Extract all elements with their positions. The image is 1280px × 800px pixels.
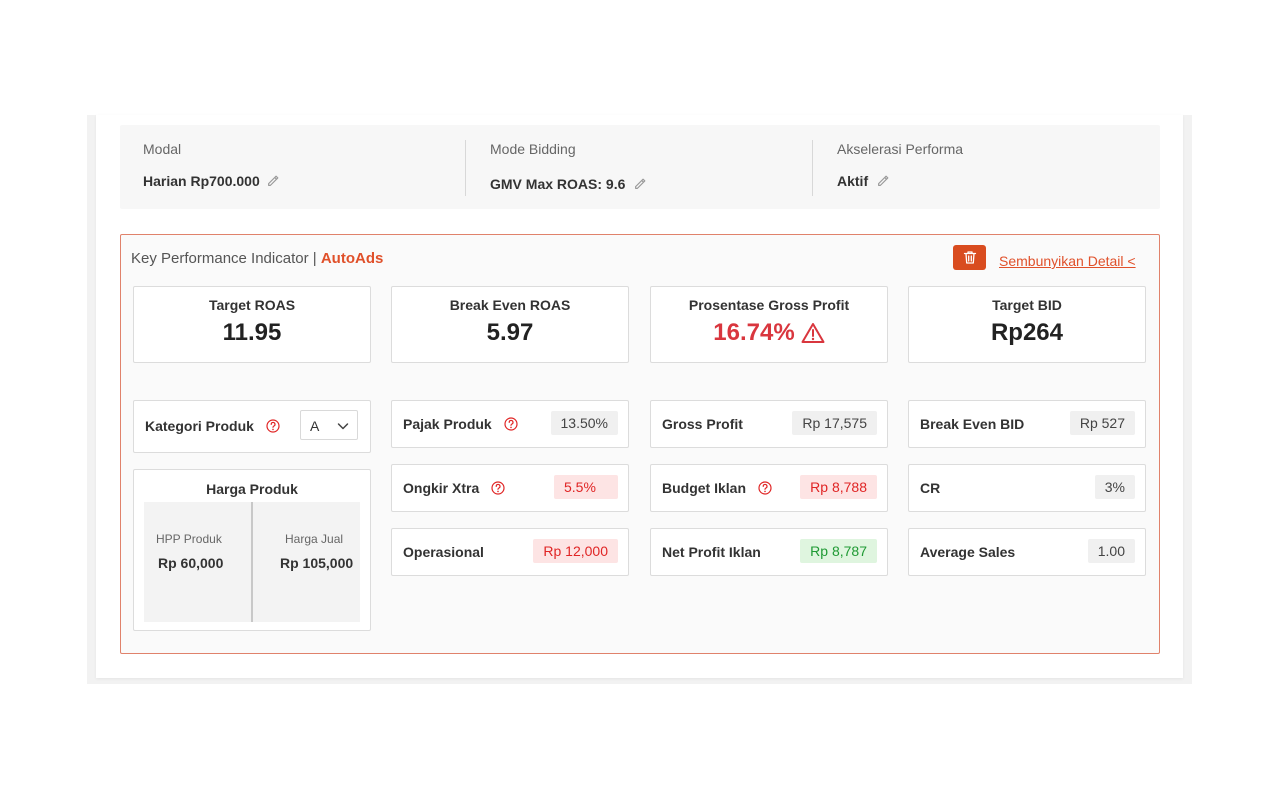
summary-modal: Modal Harian Rp700.000 bbox=[120, 125, 466, 209]
warning-icon bbox=[801, 323, 825, 343]
harga-produk-card: Harga Produk HPP Produk Rp 60,000 Harga … bbox=[133, 469, 371, 631]
bidding-value: GMV Max ROAS: 9.6 bbox=[490, 176, 647, 192]
target-bid-value: Rp264 bbox=[990, 319, 1064, 346]
pajak-produk-label: Pajak Produk bbox=[403, 416, 492, 432]
cr-label: CR bbox=[920, 480, 941, 496]
average-sales-label: Average Sales bbox=[920, 544, 1016, 560]
kategori-produk-label: Kategori Produk bbox=[145, 418, 254, 434]
summary-bidding: Mode Bidding GMV Max ROAS: 9.6 bbox=[467, 125, 813, 209]
budget-iklan-card: Budget Iklan Rp 8,788 bbox=[650, 464, 888, 512]
budget-iklan-label-wrap: Budget Iklan bbox=[662, 480, 772, 496]
target-roas-card: Target ROAS 11.95 bbox=[133, 286, 371, 363]
pajak-produk-label-wrap: Pajak Produk bbox=[403, 416, 518, 432]
break-even-roas-card: Break Even ROAS 5.97 bbox=[391, 286, 629, 363]
bidding-value-text: GMV Max ROAS: 9.6 bbox=[490, 176, 626, 192]
chevron-down-icon bbox=[337, 423, 349, 430]
gross-profit-card: Gross Profit Rp 17,575 bbox=[650, 400, 888, 448]
akselerasi-value: Aktif bbox=[837, 173, 890, 189]
bidding-label: Mode Bidding bbox=[490, 141, 576, 157]
gross-profit-pct-value-wrap: 16.74% bbox=[651, 319, 887, 347]
target-roas-value: 11.95 bbox=[222, 319, 282, 346]
net-profit-iklan-card: Net Profit Iklan Rp 8,787 bbox=[650, 528, 888, 576]
budget-iklan-label: Budget Iklan bbox=[662, 480, 747, 496]
ongkir-xtra-card: Ongkir Xtra 5.5% bbox=[391, 464, 629, 512]
gross-profit-label: Gross Profit bbox=[662, 416, 743, 432]
ongkir-xtra-label-wrap: Ongkir Xtra bbox=[403, 480, 505, 496]
operasional-label: Operasional bbox=[403, 544, 484, 560]
ongkir-xtra-value: 5.5% bbox=[554, 475, 618, 499]
delete-button[interactable] bbox=[953, 245, 986, 270]
break-even-bid-card: Break Even BID Rp 527 bbox=[908, 400, 1146, 448]
target-bid-card: Target BID Rp264 bbox=[908, 286, 1146, 363]
kategori-produk-card: Kategori Produk A bbox=[133, 400, 371, 453]
hpp-produk-value: Rp 60,000 bbox=[158, 555, 224, 571]
hide-detail-link[interactable]: Sembunyikan Detail < bbox=[999, 253, 1136, 269]
hpp-produk-label: HPP Produk bbox=[156, 532, 222, 546]
pajak-produk-value: 13.50% bbox=[550, 411, 618, 435]
budget-iklan-value: Rp 8,788 bbox=[800, 475, 877, 499]
summary-bar: Modal Harian Rp700.000 Mode Bidding GMV … bbox=[120, 125, 1160, 209]
cr-value: 3% bbox=[1094, 475, 1135, 499]
kategori-selected-value: A bbox=[310, 418, 320, 434]
break-even-bid-value: Rp 527 bbox=[1069, 411, 1135, 435]
operasional-value: Rp 12,000 bbox=[533, 539, 618, 563]
pencil-icon[interactable] bbox=[876, 174, 890, 188]
target-roas-label: Target ROAS bbox=[208, 297, 296, 313]
pencil-icon[interactable] bbox=[633, 177, 647, 191]
net-profit-iklan-value: Rp 8,787 bbox=[800, 539, 877, 563]
kpi-title-text: Key Performance Indicator | bbox=[131, 250, 321, 267]
break-even-roas-label: Break Even ROAS bbox=[449, 297, 571, 313]
kpi-section: Key Performance Indicator | AutoAds Semb… bbox=[120, 234, 1160, 654]
cr-card: CR 3% bbox=[908, 464, 1146, 512]
summary-divider bbox=[465, 140, 466, 196]
ongkir-xtra-label: Ongkir Xtra bbox=[403, 480, 480, 496]
modal-value: Harian Rp700.000 bbox=[143, 173, 280, 189]
operasional-card: Operasional Rp 12,000 bbox=[391, 528, 629, 576]
kategori-select[interactable]: A bbox=[300, 410, 358, 440]
average-sales-card: Average Sales 1.00 bbox=[908, 528, 1146, 576]
akselerasi-value-text: Aktif bbox=[837, 173, 869, 189]
pajak-produk-card: Pajak Produk 13.50% bbox=[391, 400, 629, 448]
gross-profit-pct-label: Prosentase Gross Profit bbox=[688, 297, 850, 313]
help-icon[interactable] bbox=[504, 417, 518, 431]
campaign-panel: Modal Harian Rp700.000 Mode Bidding GMV … bbox=[96, 115, 1183, 678]
target-bid-label: Target BID bbox=[992, 297, 1062, 313]
pencil-icon[interactable] bbox=[266, 174, 280, 188]
akselerasi-label: Akselerasi Performa bbox=[837, 141, 964, 157]
help-icon[interactable] bbox=[266, 419, 280, 433]
modal-value-text: Harian Rp700.000 bbox=[143, 173, 260, 189]
summary-divider bbox=[812, 140, 813, 196]
page-background: Modal Harian Rp700.000 Mode Bidding GMV … bbox=[87, 115, 1192, 684]
kpi-title: Key Performance Indicator | AutoAds bbox=[131, 250, 383, 267]
summary-akselerasi: Akselerasi Performa Aktif bbox=[814, 125, 1160, 209]
harga-divider bbox=[251, 502, 253, 622]
break-even-bid-label: Break Even BID bbox=[920, 416, 1025, 432]
help-icon[interactable] bbox=[491, 481, 505, 495]
harga-jual-label: Harga Jual bbox=[285, 532, 344, 546]
net-profit-iklan-label: Net Profit Iklan bbox=[662, 544, 761, 560]
harga-jual-value: Rp 105,000 bbox=[280, 555, 354, 571]
help-icon[interactable] bbox=[758, 481, 772, 495]
kategori-produk-label-wrap: Kategori Produk bbox=[145, 418, 280, 434]
gross-profit-pct-card: Prosentase Gross Profit 16.74% bbox=[650, 286, 888, 363]
kpi-brand: AutoAds bbox=[320, 250, 384, 267]
trash-icon bbox=[963, 251, 976, 264]
modal-label: Modal bbox=[143, 141, 182, 157]
average-sales-value: 1.00 bbox=[1087, 539, 1135, 563]
break-even-roas-value: 5.97 bbox=[486, 319, 534, 346]
gross-profit-value: Rp 17,575 bbox=[792, 411, 877, 435]
gross-profit-pct-value: 16.74% bbox=[713, 319, 795, 346]
harga-produk-inner: HPP Produk Rp 60,000 Harga Jual Rp 105,0… bbox=[144, 502, 360, 622]
harga-produk-title: Harga Produk bbox=[206, 481, 298, 497]
